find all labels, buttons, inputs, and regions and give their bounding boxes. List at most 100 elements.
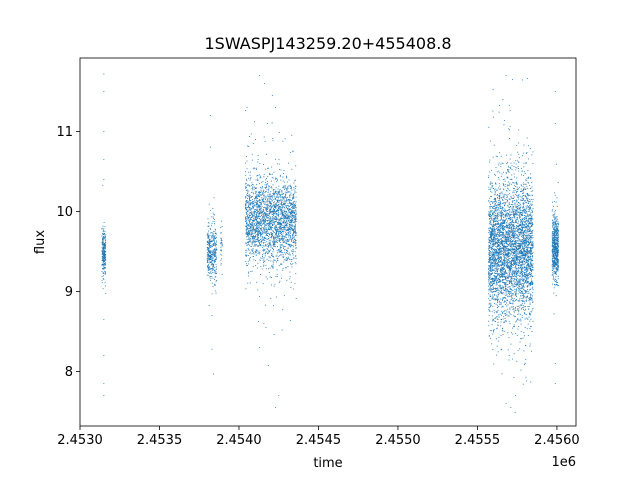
data-point (247, 225, 249, 227)
data-point (493, 239, 494, 241)
data-point (267, 208, 268, 210)
data-point (270, 223, 272, 224)
data-point (286, 250, 288, 252)
data-point (280, 254, 281, 256)
data-point (294, 243, 296, 245)
data-point (529, 288, 531, 290)
data-point (499, 185, 501, 187)
data-point (280, 226, 281, 228)
data-point (493, 219, 495, 221)
data-point (267, 223, 269, 224)
data-point (288, 216, 290, 218)
data-point (495, 204, 497, 206)
data-point (492, 261, 494, 263)
data-point (220, 239, 222, 241)
data-point (256, 218, 258, 220)
data-point (103, 243, 105, 244)
data-point (292, 233, 294, 234)
data-point (276, 225, 277, 227)
data-point (248, 190, 250, 192)
data-point (275, 228, 277, 230)
data-point (281, 239, 283, 241)
data-point (286, 229, 288, 231)
data-point (489, 288, 491, 290)
data-point (265, 224, 267, 226)
data-point (488, 211, 490, 213)
data-point (262, 232, 264, 234)
data-point (210, 261, 212, 263)
data-point (508, 213, 510, 215)
data-point (255, 254, 257, 256)
data-point (271, 180, 272, 182)
data-point (252, 201, 254, 203)
data-point (273, 245, 275, 247)
data-point (513, 261, 515, 263)
data-point (246, 263, 247, 265)
data-point (494, 236, 496, 238)
data-point (499, 224, 501, 225)
data-point (499, 278, 501, 280)
data-point (210, 256, 212, 258)
data-point (247, 232, 249, 234)
data-point (251, 202, 253, 203)
data-point (102, 258, 104, 260)
data-point (276, 276, 278, 278)
data-point (214, 235, 216, 237)
data-point (212, 207, 214, 209)
data-point (509, 265, 511, 267)
data-point (517, 293, 519, 295)
data-point (294, 239, 296, 241)
data-point (282, 256, 284, 258)
data-point (255, 204, 257, 205)
data-point (516, 200, 518, 202)
data-point (271, 221, 273, 223)
data-point (283, 259, 285, 261)
data-point (488, 232, 490, 234)
data-point (288, 209, 290, 211)
data-point (523, 234, 525, 236)
data-point (260, 211, 262, 213)
data-point (505, 272, 506, 274)
data-point (502, 263, 504, 265)
data-point (504, 252, 506, 254)
data-point (289, 244, 291, 246)
data-point (246, 210, 248, 212)
data-point (271, 195, 272, 197)
data-point (248, 214, 250, 216)
data-point (265, 232, 267, 234)
data-point (262, 190, 264, 192)
data-point (526, 185, 528, 187)
data-point (281, 263, 283, 265)
data-point (207, 236, 209, 238)
data-point (292, 198, 293, 200)
data-point (504, 313, 506, 315)
data-point (258, 183, 260, 184)
data-point (263, 220, 265, 222)
data-point (500, 349, 502, 351)
data-point (522, 228, 523, 230)
data-point (293, 257, 295, 259)
data-point (517, 236, 519, 237)
data-point (285, 222, 287, 224)
data-point (516, 183, 518, 185)
data-point (277, 199, 279, 201)
data-point (261, 214, 263, 216)
data-point (525, 217, 527, 219)
data-point (215, 259, 217, 261)
data-point (280, 247, 282, 249)
data-point (255, 239, 257, 241)
data-point (250, 234, 252, 236)
data-point (102, 288, 104, 290)
data-point (273, 221, 275, 223)
data-point (207, 268, 209, 270)
data-point (523, 166, 525, 168)
data-point (497, 237, 499, 239)
data-point (287, 217, 289, 219)
data-point (294, 210, 296, 212)
data-point (282, 217, 284, 219)
data-point (523, 238, 525, 240)
data-point (526, 260, 528, 262)
data-point (515, 213, 517, 215)
data-point (280, 228, 282, 229)
data-point (269, 198, 271, 200)
